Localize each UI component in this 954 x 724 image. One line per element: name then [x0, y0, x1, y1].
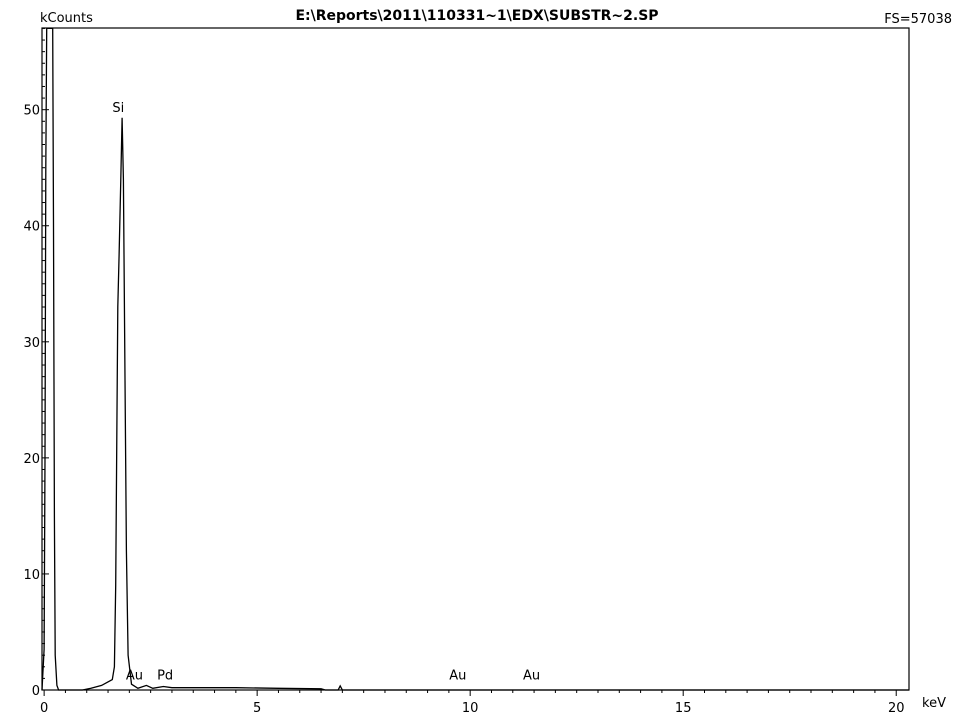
y-axis-label: kCounts [40, 11, 93, 26]
chart-title: E:\Reports\2011\110331~1\EDX\SUBSTR~2.SP [295, 8, 658, 24]
x-axis-label: keV [922, 696, 946, 711]
x-tick-label: 20 [888, 701, 905, 716]
peak-label: Au [449, 668, 466, 683]
y-tick-label: 40 [23, 220, 40, 235]
x-tick-label: 10 [462, 701, 479, 716]
full-scale-label: FS=57038 [884, 12, 952, 27]
peak-label: Au [126, 668, 143, 683]
x-tick-label: 5 [253, 701, 261, 716]
peak-label: Pd [157, 668, 173, 683]
y-tick-label: 20 [23, 452, 40, 467]
spectrum-line [41, 27, 909, 691]
peak-label: Au [523, 668, 540, 683]
y-tick-label: 30 [23, 336, 40, 351]
y-tick-label: 50 [23, 104, 40, 119]
x-tick-label: 0 [40, 701, 48, 716]
plot-frame [41, 27, 910, 691]
y-tick-label: 10 [23, 568, 40, 583]
peak-label: Si [112, 101, 124, 116]
y-tick-label: 0 [32, 684, 40, 699]
x-tick-label: 15 [675, 701, 692, 716]
